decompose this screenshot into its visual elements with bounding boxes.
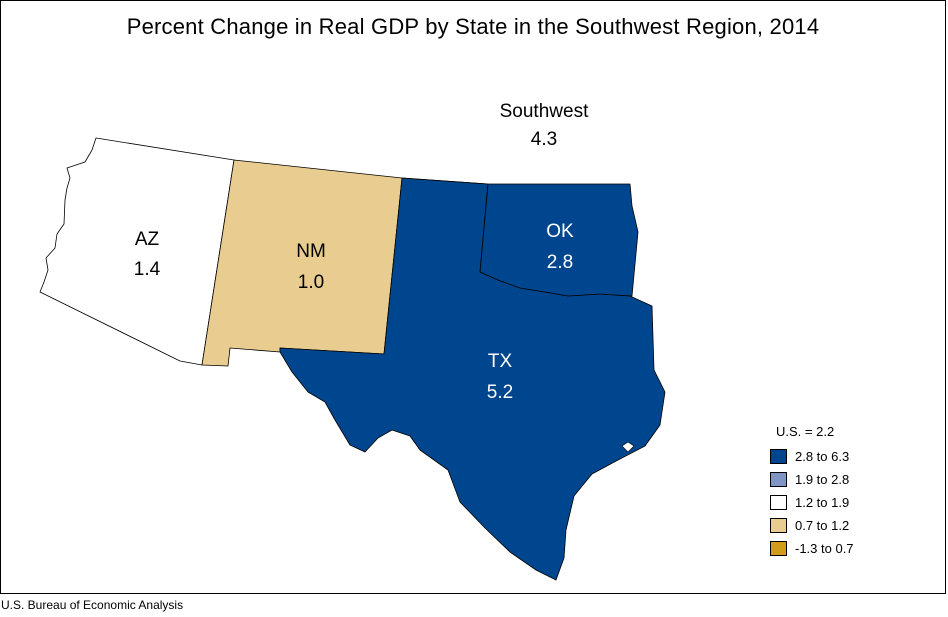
tx-value: 5.2 <box>487 382 513 403</box>
tx-abbr: TX <box>488 351 513 372</box>
legend-item: 1.9 to 2.8 <box>770 468 854 491</box>
legend: U.S. = 2.2 2.8 to 6.3 1.9 to 2.8 1.2 to … <box>770 424 854 560</box>
legend-label: 1.9 to 2.8 <box>795 472 850 487</box>
legend-item: 2.8 to 6.3 <box>770 445 854 468</box>
legend-item: 1.2 to 1.9 <box>770 491 854 514</box>
state-nm[interactable] <box>201 159 403 367</box>
legend-swatch <box>770 518 787 533</box>
nm-abbr: NM <box>296 241 326 262</box>
source-credit: U.S. Bureau of Economic Analysis <box>1 598 184 612</box>
legend-label: 0.7 to 1.2 <box>795 518 850 533</box>
legend-label: 2.8 to 6.3 <box>795 449 850 464</box>
state-ok[interactable] <box>401 177 639 297</box>
ok-value: 2.8 <box>547 252 573 273</box>
az-value: 1.4 <box>134 259 161 280</box>
legend-item: -1.3 to 0.7 <box>770 537 854 560</box>
legend-swatch <box>770 472 787 487</box>
legend-label: 1.2 to 1.9 <box>795 495 850 510</box>
bay-notch <box>621 441 635 453</box>
state-az[interactable] <box>39 137 235 366</box>
legend-title: U.S. = 2.2 <box>776 424 835 439</box>
legend-swatch <box>770 449 787 464</box>
az-abbr: AZ <box>135 229 160 250</box>
legend-item: 0.7 to 1.2 <box>770 514 854 537</box>
ok-abbr: OK <box>546 221 574 242</box>
region-label: Southwest 4.3 <box>470 98 618 154</box>
region-name: Southwest <box>499 101 589 122</box>
region-value: 4.3 <box>530 129 558 150</box>
nm-value: 1.0 <box>298 272 324 293</box>
legend-swatch <box>770 495 787 510</box>
legend-label: -1.3 to 0.7 <box>795 541 854 556</box>
map-title: Percent Change in Real GDP by State in t… <box>126 14 820 39</box>
legend-swatch <box>770 541 787 556</box>
